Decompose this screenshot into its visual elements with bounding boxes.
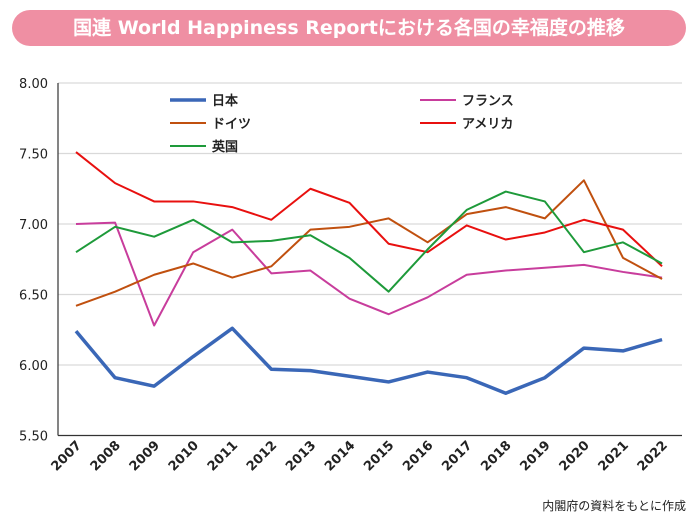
chart-title: 国連 World Happiness Reportにおける各国の幸福度の推移 (12, 10, 686, 46)
x-tick-label: 2011 (205, 438, 241, 474)
legend-label: 日本 (212, 93, 238, 109)
x-tick-label: 2010 (166, 438, 202, 474)
series-line-ドイツ (75, 179, 663, 307)
series-line-フランス (75, 221, 663, 327)
series-line-アメリカ (75, 151, 663, 268)
x-tick-label: 2015 (361, 438, 397, 474)
y-tick-label: 7.50 (19, 148, 48, 163)
legend-label: ドイツ (212, 117, 251, 132)
y-tick-label: 6.00 (19, 359, 48, 374)
x-tick-label: 2020 (557, 438, 593, 474)
y-tick-label: 5.50 (19, 430, 48, 445)
x-tick-label: 2017 (439, 438, 475, 474)
legend-label: 英国 (211, 139, 238, 155)
x-tick-label: 2013 (283, 438, 319, 474)
x-tick-label: 2018 (478, 438, 514, 474)
legend-label: フランス (462, 94, 514, 109)
source-note: 内閣府の資料をもとに作成 (542, 499, 686, 513)
x-tick-label: 2012 (244, 438, 280, 474)
x-tick-label: 2008 (88, 438, 124, 474)
series-line-英国 (75, 190, 663, 293)
x-tick-label: 2007 (49, 438, 85, 474)
x-tick-label: 2009 (127, 438, 163, 474)
y-tick-label: 8.00 (19, 77, 48, 92)
x-tick-label: 2019 (517, 438, 553, 474)
legend-label: アメリカ (462, 117, 513, 132)
y-tick-label: 6.50 (19, 289, 48, 304)
x-tick-label: 2014 (322, 438, 358, 474)
x-tick-label: 2016 (400, 438, 436, 474)
x-tick-label: 2021 (596, 438, 632, 474)
series-line-日本 (74, 326, 663, 395)
x-tick-label: 2022 (635, 438, 671, 474)
y-tick-label: 7.00 (19, 218, 48, 233)
